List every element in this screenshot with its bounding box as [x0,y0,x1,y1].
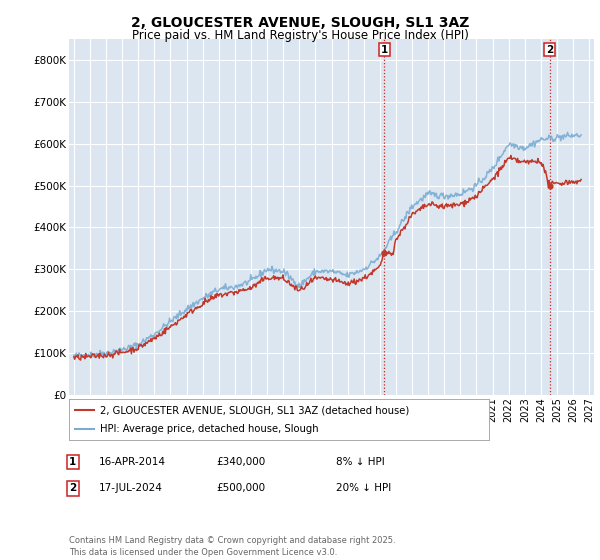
Point [380,248,389,257]
Text: Price paid vs. HM Land Registry's House Price Index (HPI): Price paid vs. HM Land Registry's House … [131,29,469,42]
Text: 1: 1 [69,457,76,467]
Text: £340,000: £340,000 [216,457,265,467]
Text: 16-APR-2014: 16-APR-2014 [99,457,166,467]
Text: 1: 1 [381,45,388,54]
Text: HPI: Average price, detached house, Slough: HPI: Average price, detached house, Slou… [101,424,319,433]
Point [545,181,554,190]
Text: 2, GLOUCESTER AVENUE, SLOUGH, SL1 3AZ (detached house): 2, GLOUCESTER AVENUE, SLOUGH, SL1 3AZ (d… [101,405,410,415]
Text: 8% ↓ HPI: 8% ↓ HPI [336,457,385,467]
Text: 2, GLOUCESTER AVENUE, SLOUGH, SL1 3AZ: 2, GLOUCESTER AVENUE, SLOUGH, SL1 3AZ [131,16,469,30]
Text: 20% ↓ HPI: 20% ↓ HPI [336,483,391,493]
Text: 2: 2 [546,45,553,54]
Text: 2: 2 [69,483,76,493]
Text: £500,000: £500,000 [216,483,265,493]
Text: 17-JUL-2024: 17-JUL-2024 [99,483,163,493]
Text: Contains HM Land Registry data © Crown copyright and database right 2025.
This d: Contains HM Land Registry data © Crown c… [69,536,395,557]
